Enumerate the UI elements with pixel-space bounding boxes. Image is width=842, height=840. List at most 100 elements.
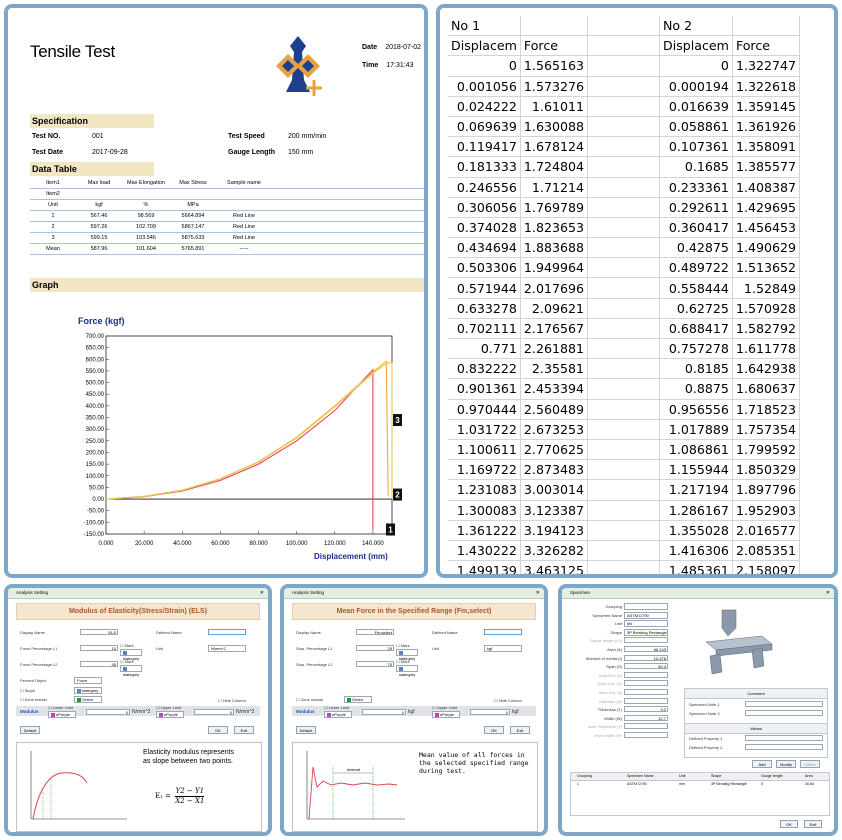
sheet-cell[interactable]: [732, 16, 801, 37]
mark1-checkbox[interactable]: ☐ Mark: [396, 643, 410, 648]
sheet-cell[interactable]: 0.119417: [448, 136, 521, 158]
sheet-cell[interactable]: 1.100611: [448, 439, 521, 461]
specimen-field-input[interactable]: [624, 697, 668, 704]
sheet-cell[interactable]: [587, 96, 661, 117]
percent-object-select[interactable]: Force: [74, 677, 102, 684]
column-header[interactable]: Area: [805, 774, 813, 778]
lower-limit-input[interactable]: 0: [86, 709, 130, 715]
lower-limit-color[interactable]: ePurple: [48, 711, 76, 718]
table-row[interactable]: 0.503306 1.949964 0.489722 1.513652: [448, 257, 801, 279]
sheet-cell[interactable]: 3.194123: [520, 520, 589, 541]
specimen-field-input[interactable]: [624, 732, 668, 738]
sheet-cell[interactable]: [587, 76, 661, 97]
sheet-cell[interactable]: 0.107361: [659, 136, 733, 158]
column-header[interactable]: Unit: [679, 774, 686, 778]
sheet-cell[interactable]: 0.558444: [659, 277, 733, 299]
sheet-cell[interactable]: 1.883688: [520, 237, 589, 259]
exit-button[interactable]: Exit: [234, 726, 254, 734]
sheet-cell[interactable]: [587, 277, 661, 299]
sheet-cell[interactable]: [587, 55, 661, 77]
sheet-cell[interactable]: 0.000194: [659, 76, 733, 97]
zone-marker-checkbox[interactable]: ☐ Zone marker: [296, 697, 324, 702]
sheet-cell[interactable]: 1.757354: [732, 419, 801, 440]
upper-limit-input[interactable]: 0: [470, 709, 510, 715]
sheet-cell[interactable]: 2.017696: [520, 277, 589, 299]
sheet-cell[interactable]: 1.71214: [520, 177, 589, 198]
stop-pct-l2-input[interactable]: 75: [356, 661, 394, 667]
mark1-checkbox[interactable]: ☐ Mark: [120, 643, 134, 648]
table-row[interactable]: 0.181333 1.724804 0.1685 1.385577: [448, 156, 801, 178]
sheet-cell[interactable]: [587, 560, 661, 574]
sheet-cell[interactable]: 1.490629: [732, 237, 801, 259]
sheet-cell[interactable]: 1.217194: [659, 479, 733, 501]
slope-checkbox[interactable]: ☐ Slope: [20, 688, 35, 693]
sheet-cell[interactable]: 1.355028: [659, 520, 733, 541]
sheet-cell[interactable]: 1.680637: [732, 378, 801, 400]
sheet-cell[interactable]: 1.799592: [732, 439, 801, 461]
specimen-field-input[interactable]: 50.4: [624, 663, 668, 670]
defined-name-input[interactable]: [484, 629, 522, 635]
sheet-cell[interactable]: 1.582792: [732, 318, 801, 340]
sheet-cell[interactable]: 1.031722: [448, 419, 521, 440]
sheet-cell[interactable]: 1.513652: [732, 257, 801, 279]
column-header[interactable]: Shape: [711, 774, 722, 778]
ok-button[interactable]: OK: [780, 820, 798, 828]
unit-select[interactable]: N/mm^2: [208, 645, 246, 652]
sheet-cell[interactable]: 1.678124: [520, 136, 589, 158]
sheet-cell[interactable]: 2.158097: [732, 560, 801, 574]
sheet-cell[interactable]: 1.570928: [732, 298, 801, 319]
defined-prop1-input[interactable]: [745, 735, 823, 741]
table-row[interactable]: 0.001056 1.573276 0.000194 1.322618: [448, 76, 801, 97]
sheet-cell[interactable]: 0.62725: [659, 298, 733, 319]
specimen-field-input[interactable]: [624, 689, 668, 695]
sheet-cell[interactable]: 0.571944: [448, 277, 521, 299]
sheet-cell[interactable]: 2.673253: [520, 419, 589, 440]
sheet-cell[interactable]: 0.246556: [448, 177, 521, 198]
sheet-cell[interactable]: 1.286167: [659, 500, 733, 521]
sheet-cell[interactable]: 2.09621: [520, 298, 589, 319]
sheet-cell[interactable]: 1.086861: [659, 439, 733, 461]
close-icon[interactable]: ✕: [825, 590, 830, 596]
sheet-cell[interactable]: [587, 16, 661, 37]
specimen-field-input[interactable]: 10.476: [624, 654, 668, 661]
lower-limit-color[interactable]: ePurple: [324, 711, 352, 718]
table-row[interactable]: 0 1.565163 0 1.322747: [448, 55, 801, 77]
specimen-field-input[interactable]: 3.2: [624, 706, 668, 713]
sheet-cell[interactable]: [587, 156, 661, 178]
sheet-cell[interactable]: 0: [659, 55, 733, 77]
sheet-cell[interactable]: 1.52849: [732, 277, 801, 299]
specimen-field-input[interactable]: kN: [624, 620, 668, 628]
specimen-field-input[interactable]: 66.143: [624, 646, 668, 652]
specimen-field-input[interactable]: [624, 723, 668, 730]
sheet-cell[interactable]: 0.360417: [659, 217, 733, 239]
sheet-cell[interactable]: [587, 540, 661, 562]
delete-button[interactable]: Delete: [800, 760, 820, 768]
table-row[interactable]: 1.430222 3.326282 1.416306 2.085351: [448, 540, 801, 562]
sheet-cell[interactable]: 0.688417: [659, 318, 733, 340]
sheet-cell[interactable]: Displacem: [659, 35, 733, 57]
table-row[interactable]: 0.374028 1.823653 0.360417 1.456453: [448, 217, 801, 239]
table-row[interactable]: Displacem Force Displacem Force: [448, 35, 801, 57]
sheet-cell[interactable]: 0.374028: [448, 217, 521, 239]
column-header[interactable]: Gauge length: [761, 774, 783, 778]
exit-button[interactable]: Exit: [510, 726, 530, 734]
upper-limit-input[interactable]: 0: [194, 709, 234, 715]
sheet-cell[interactable]: 1.952903: [732, 500, 801, 521]
sheet-cell[interactable]: [587, 399, 661, 420]
sheet-cell[interactable]: [520, 16, 589, 37]
sheet-cell[interactable]: 2.453394: [520, 378, 589, 400]
table-row[interactable]: 0.306056 1.769789 0.292611 1.429695: [448, 197, 801, 218]
sheet-cell[interactable]: 1.408387: [732, 177, 801, 198]
table-row[interactable]: 0.571944 2.017696 0.558444 1.52849: [448, 277, 801, 299]
mark1-color-select[interactable]: slategrey: [396, 649, 418, 661]
sheet-cell[interactable]: 1.300083: [448, 500, 521, 521]
sheet-cell[interactable]: 1.850329: [732, 459, 801, 481]
sheet-cell[interactable]: 0.1685: [659, 156, 733, 178]
sheet-cell[interactable]: 1.322747: [732, 55, 801, 77]
sheet-cell[interactable]: 0.970444: [448, 399, 521, 420]
defined-name-input[interactable]: [208, 629, 246, 635]
upper-limit-color[interactable]: ePurple: [432, 711, 460, 718]
mark2-color-select[interactable]: slategrey: [120, 665, 142, 677]
sheet-cell[interactable]: 1.322618: [732, 76, 801, 97]
sheet-cell[interactable]: [587, 439, 661, 461]
